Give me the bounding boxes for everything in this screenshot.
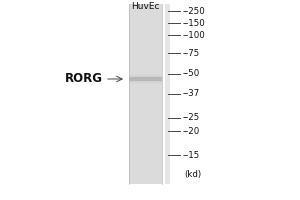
Bar <box>129 76 162 77</box>
Bar <box>129 81 162 82</box>
Text: --150: --150 <box>183 19 206 27</box>
Text: --50: --50 <box>183 70 200 78</box>
Bar <box>129 83 162 84</box>
Text: (kd): (kd) <box>184 170 202 180</box>
Text: --100: --100 <box>183 30 206 40</box>
Bar <box>129 81 162 82</box>
Text: --20: --20 <box>183 127 200 136</box>
Text: HuvEc: HuvEc <box>131 2 160 11</box>
Bar <box>129 4 162 184</box>
Bar <box>129 74 162 75</box>
Bar <box>129 75 162 76</box>
Bar <box>129 76 162 77</box>
Text: RORG: RORG <box>65 72 103 86</box>
Text: --250: --250 <box>183 6 206 16</box>
Bar <box>129 82 162 83</box>
Text: --75: --75 <box>183 48 200 58</box>
Bar <box>129 82 162 83</box>
Text: --15: --15 <box>183 151 200 160</box>
Text: --37: --37 <box>183 90 200 98</box>
Bar <box>129 75 162 76</box>
Bar <box>165 4 169 184</box>
Bar <box>129 77 162 81</box>
Text: --25: --25 <box>183 114 200 122</box>
